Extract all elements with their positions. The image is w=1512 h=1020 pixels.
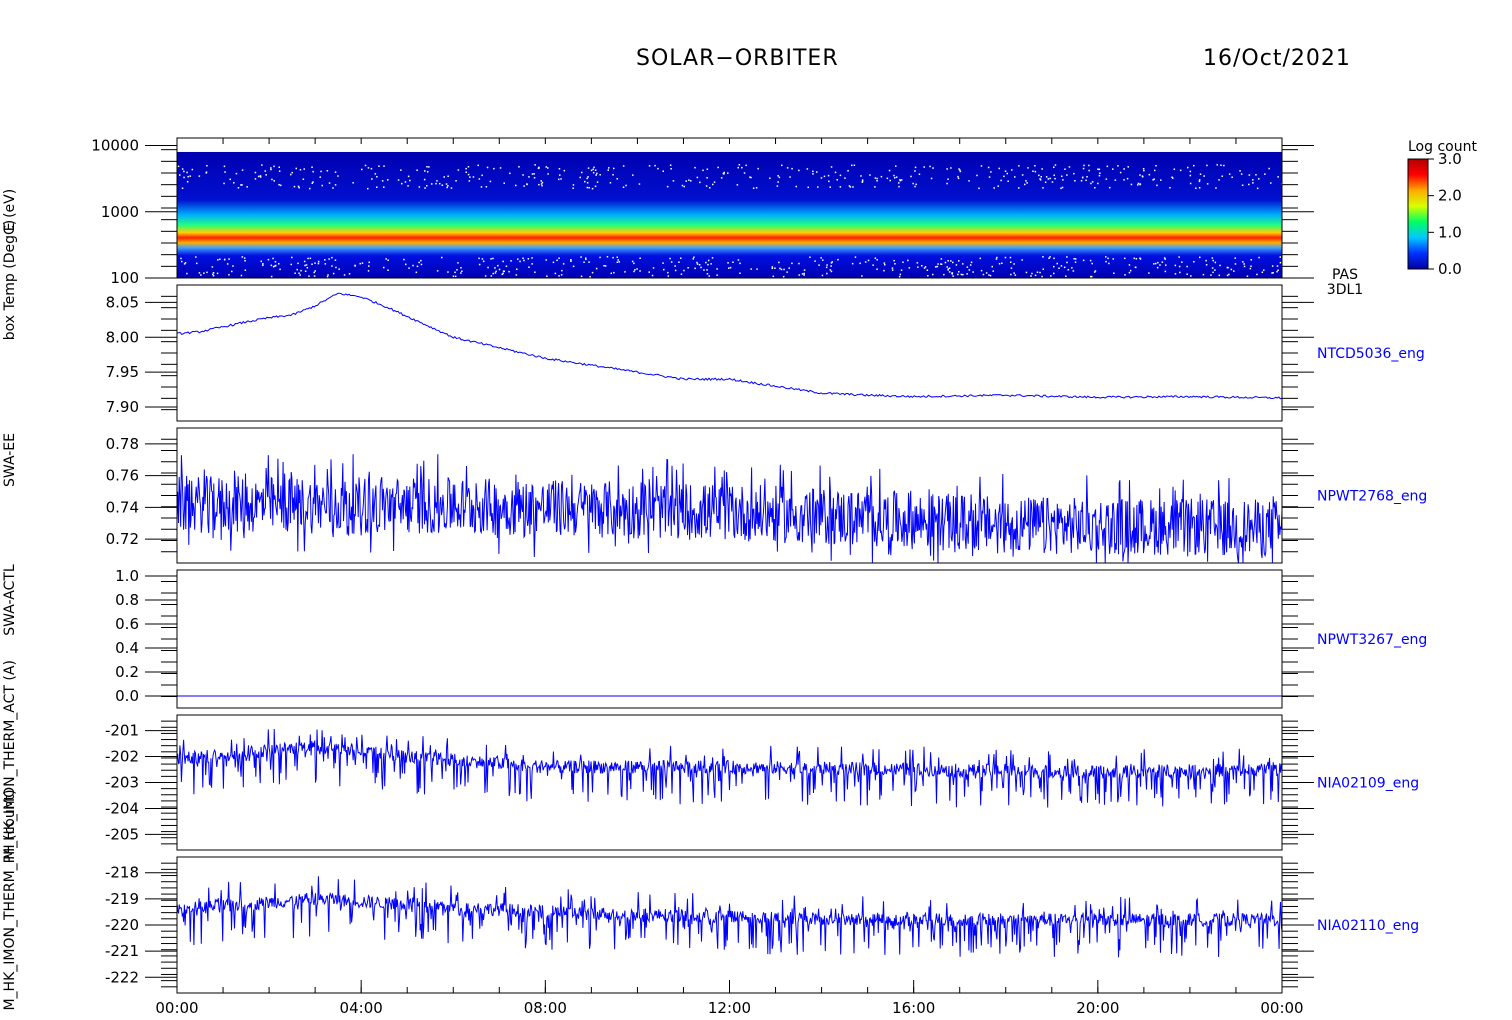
side-label: NPWT3267_eng xyxy=(1317,632,1427,648)
x-tick-label: 00:00 xyxy=(1260,999,1303,1017)
y-axis-label: M_HK_IMON_THERM_ACT (A) xyxy=(2,660,18,860)
y-tick-label: 0.6 xyxy=(115,615,139,633)
y-tick-label: 1000 xyxy=(101,203,139,221)
colorbar-tick-label: 1.0 xyxy=(1438,223,1462,241)
y-tick-label: 0.74 xyxy=(106,498,139,516)
y-tick-label: 0.8 xyxy=(115,591,139,609)
y-tick-label: 0.76 xyxy=(106,467,139,485)
y-tick-label: 10000 xyxy=(91,137,139,155)
y-tick-label: -221 xyxy=(105,942,139,960)
y-tick-label: -204 xyxy=(105,799,139,817)
mission-title: SOLAR−ORBITER xyxy=(636,46,839,71)
colorbar-tick-label: 0.0 xyxy=(1438,260,1462,278)
plot-date: 16/Oct/2021 xyxy=(1203,46,1351,71)
panel-2: 8.05 8.00 7.95 7.90 NTCD5036_eng xyxy=(106,284,1425,422)
series-line-6 xyxy=(176,876,1283,958)
series-line-2 xyxy=(176,292,1283,400)
y-tick-label: -203 xyxy=(105,774,139,792)
y-tick-label: -202 xyxy=(105,748,139,766)
side-label: PAS xyxy=(1332,267,1358,283)
series-line-5 xyxy=(176,728,1283,808)
y-tick-label: -205 xyxy=(105,825,139,843)
y-tick-label: -219 xyxy=(105,890,139,908)
spectrogram-speckle xyxy=(177,164,1283,278)
series-line-3 xyxy=(176,454,1283,564)
y-tick-label: 1.0 xyxy=(115,567,139,585)
colorbar xyxy=(1407,158,1429,270)
panel-6: -218 -219 -220 -221 -222 NIA02110_eng xyxy=(105,856,1419,994)
x-tick-label: 20:00 xyxy=(1076,999,1119,1017)
y-tick-label: -201 xyxy=(105,722,139,740)
y-tick-label: 0.78 xyxy=(106,435,139,453)
y-minor-ticks xyxy=(161,862,1298,988)
y-tick-label: 100 xyxy=(110,269,139,287)
spectrogram-band xyxy=(177,151,1282,278)
y-minor-ticks xyxy=(161,581,1298,697)
x-tick-label: 16:00 xyxy=(892,999,935,1017)
colorbar-title: Log count xyxy=(1408,139,1477,155)
side-label: NIA02110_eng xyxy=(1317,918,1419,934)
y-axis-label: box Temp (DegC) xyxy=(2,220,18,341)
y-tick-label: -220 xyxy=(105,916,139,934)
y-axis-label: SWA-ACTL xyxy=(2,564,18,636)
panel-3: 0.78 0.76 0.74 0.72 NPWT2768_eng xyxy=(106,427,1427,564)
panel-frame xyxy=(176,569,1283,709)
y-tick-label: 8.00 xyxy=(106,328,139,346)
side-label: NPWT2768_eng xyxy=(1317,489,1427,505)
y-tick-label: 0.4 xyxy=(115,639,139,657)
colorbar-tick-label: 3.0 xyxy=(1438,150,1462,168)
y-tick-label: -222 xyxy=(105,968,139,986)
x-tick-label: 04:00 xyxy=(340,999,383,1017)
panel-frame xyxy=(176,284,1283,422)
side-label: NTCD5036_eng xyxy=(1317,346,1425,362)
x-tick-label: 00:00 xyxy=(155,999,198,1017)
side-label: NIA02109_eng xyxy=(1317,776,1419,792)
y-minor-ticks xyxy=(161,720,1298,845)
side-label: 3DL1 xyxy=(1327,282,1363,298)
y-minor-ticks xyxy=(161,149,1298,267)
x-tick-label: 08:00 xyxy=(524,999,567,1017)
y-tick-label: 8.05 xyxy=(106,293,139,311)
colorbar-tick-label: 2.0 xyxy=(1438,187,1462,205)
y-tick-label: 7.90 xyxy=(106,398,139,416)
y-tick-label: 0.2 xyxy=(115,663,139,681)
y-axis-label: SWA-EE xyxy=(2,433,18,487)
y-tick-label: 0.0 xyxy=(115,687,139,705)
y-minor-ticks xyxy=(161,295,1298,411)
y-tick-label: 7.95 xyxy=(106,363,139,381)
y-axis-label: E (eV) xyxy=(2,189,18,231)
panel-4: 1.0 0.8 0.6 0.4 0.2 0.0 NPWT3267_eng xyxy=(115,567,1427,709)
y-axis-label: M_HK_IMON_THERM_PH (count) xyxy=(2,789,18,1010)
x-tick-label: 12:00 xyxy=(708,999,751,1017)
panel-5: -201 -202 -203 -204 -205 NIA02109_eng xyxy=(105,714,1419,851)
y-tick-label: 0.72 xyxy=(106,530,139,548)
y-tick-label: -218 xyxy=(105,864,139,882)
y-minor-ticks xyxy=(161,438,1298,553)
